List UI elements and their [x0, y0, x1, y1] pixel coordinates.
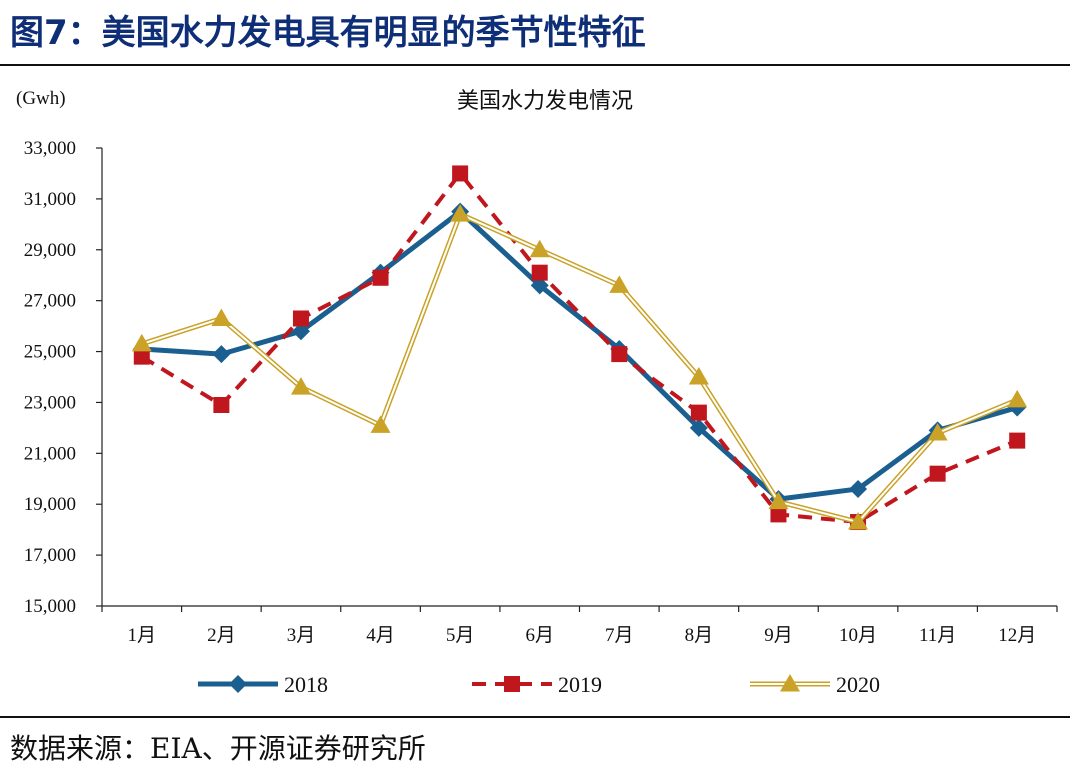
legend: 2018 2019 2020: [198, 672, 880, 697]
series-line-2018: [141, 209, 1018, 502]
y-tick-label: 33,000: [24, 138, 76, 159]
series-2019: [133, 165, 1026, 531]
data-point-2020: [848, 512, 869, 530]
data-point-2019: [690, 404, 707, 421]
x-tick-label: 4月: [366, 625, 395, 646]
legend-item-2019: 2019: [472, 672, 602, 697]
figure-title: 图7：美国水力发电具有明显的季节性特征: [10, 13, 646, 53]
y-tick-label: 23,000: [24, 392, 76, 413]
legend-marker: [504, 676, 520, 692]
data-point-2020: [927, 422, 948, 441]
data-point-2019: [372, 269, 389, 286]
data-point-2018: [689, 418, 708, 437]
series-line-2020: [141, 211, 1019, 525]
x-tick-label: 11月: [919, 625, 956, 646]
legend-label: 2020: [836, 672, 880, 697]
data-point-2019: [770, 506, 787, 523]
legend-marker: [780, 674, 800, 692]
data-point-2018: [291, 322, 310, 341]
data-point-2020: [768, 491, 789, 510]
y-tick-label: 21,000: [24, 443, 76, 464]
data-point-2019: [213, 396, 230, 413]
data-point-2018: [849, 479, 868, 498]
x-tick-label: 12月: [998, 625, 1036, 646]
data-point-2019: [133, 348, 150, 365]
legend-label: 2018: [284, 672, 328, 697]
legend-item-2018: 2018: [198, 672, 328, 697]
data-point-2018: [212, 345, 231, 364]
x-tick-label: 2月: [207, 625, 236, 646]
x-tick-label: 1月: [128, 625, 157, 646]
y-tick-label: 17,000: [24, 545, 76, 566]
legend-marker: [229, 675, 247, 693]
data-point-2020: [529, 239, 550, 258]
data-point-2019: [292, 310, 309, 327]
data-point-2018: [530, 276, 549, 295]
data-point-2020: [290, 377, 311, 395]
x-tick-label: 5月: [446, 625, 475, 646]
data-point-2020: [1007, 389, 1028, 408]
data-point-2020: [688, 367, 709, 385]
y-tick-label: 19,000: [24, 494, 76, 515]
x-tick-label: 6月: [525, 625, 554, 646]
data-point-2020: [211, 308, 232, 326]
data-point-2020: [370, 415, 391, 433]
bottom-rule: [0, 716, 1070, 718]
data-point-2019: [929, 465, 946, 482]
series-line-2019: [140, 171, 1018, 525]
axes: 15,000 17,000 19,000 21,000 23,000 25,000 27,0…: [24, 138, 1058, 646]
data-point-2019: [611, 346, 628, 363]
line-chart: (Gwh) 美国水力发电情况 15,000 17,000 19,000 21,000 2…: [16, 88, 1058, 697]
x-tick-label: 9月: [764, 625, 793, 646]
legend-label: 2019: [558, 672, 602, 697]
legend-item-2020: 2020: [750, 672, 880, 697]
chart-title: 美国水力发电情况: [457, 89, 633, 114]
y-tick-label: 15,000: [24, 596, 76, 617]
y-unit-label: (Gwh): [16, 88, 66, 109]
data-point-2019: [531, 264, 548, 281]
y-tick-label: 31,000: [24, 189, 76, 210]
source-note: 数据来源：EIA、开源证券研究所: [10, 732, 426, 765]
top-rule: [0, 64, 1070, 66]
x-tick-label: 8月: [685, 625, 714, 646]
data-point-2019: [1009, 432, 1026, 449]
data-point-2020: [450, 204, 471, 222]
data-point-2020: [609, 275, 630, 293]
x-tick-label: 7月: [605, 625, 634, 646]
y-tick-label: 27,000: [24, 291, 76, 312]
series-2020: [131, 204, 1028, 530]
x-tick-label: 3月: [287, 625, 316, 646]
series-layer: [131, 165, 1028, 531]
y-tick-label: 25,000: [24, 342, 76, 363]
y-tick-label: 29,000: [24, 240, 76, 261]
data-point-2019: [452, 165, 469, 182]
series-line-inner-2020: [141, 213, 1018, 524]
data-point-2020: [131, 333, 152, 352]
x-tick-label: 10月: [839, 625, 877, 646]
